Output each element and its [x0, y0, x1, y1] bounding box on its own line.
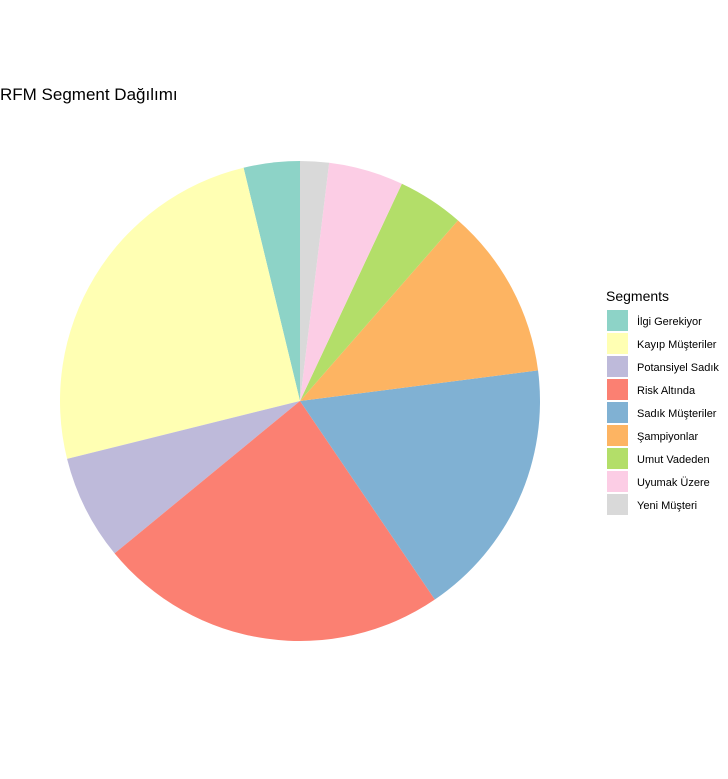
- legend-label: Yeni Müşteri: [637, 500, 697, 512]
- legend-label: Risk Altında: [637, 385, 696, 397]
- legend-swatch: [607, 333, 628, 354]
- legend-label: İlgi Gerekiyor: [637, 315, 702, 328]
- legend-item: Şampiyonlar: [607, 425, 698, 446]
- pie-slices: [59, 161, 540, 642]
- legend: Segments İlgi Gerekiyor Kayıp Müşteriler P…: [606, 288, 719, 515]
- chart-title: RFM Segment Dağılımı: [0, 85, 178, 104]
- legend-item: İlgi Gerekiyor: [607, 310, 702, 331]
- legend-label: Kayıp Müşteriler: [637, 339, 717, 351]
- pie-slice-6: [300, 220, 539, 401]
- legend-swatch: [607, 402, 628, 423]
- legend-label: Potansiyel Sadık: [637, 362, 719, 374]
- legend-swatch: [607, 471, 628, 492]
- legend-item: Yeni Müşteri: [607, 494, 697, 515]
- legend-swatch: [607, 310, 628, 331]
- legend-label: Umut Vadeden: [637, 454, 710, 466]
- legend-swatch: [607, 379, 628, 400]
- pie-slice-7: [300, 183, 458, 401]
- pie-slice-3: [67, 401, 300, 554]
- pie-slice-8: [300, 162, 402, 401]
- legend-swatch: [607, 356, 628, 377]
- legend-swatch: [607, 494, 628, 515]
- pie-slice-2: [59, 167, 300, 459]
- legend-item: Uyumak Üzere: [607, 471, 710, 492]
- pie-slice-1: [243, 161, 300, 401]
- pie-slice-4: [114, 401, 435, 642]
- legend-swatch: [607, 448, 628, 469]
- legend-label: Sadık Müşteriler: [637, 408, 717, 420]
- legend-item: Umut Vadeden: [607, 448, 710, 469]
- legend-item: Risk Altında: [607, 379, 696, 400]
- pie-slice-5: [300, 370, 540, 600]
- legend-item: Kayıp Müşteriler: [607, 333, 717, 354]
- legend-swatch: [607, 425, 628, 446]
- legend-item: Sadık Müşteriler: [607, 402, 717, 423]
- pie-slice-9: [300, 161, 330, 401]
- legend-item: Potansiyel Sadık: [607, 356, 719, 377]
- legend-title: Segments: [606, 288, 669, 304]
- legend-label: Şampiyonlar: [637, 431, 698, 443]
- legend-label: Uyumak Üzere: [637, 477, 710, 489]
